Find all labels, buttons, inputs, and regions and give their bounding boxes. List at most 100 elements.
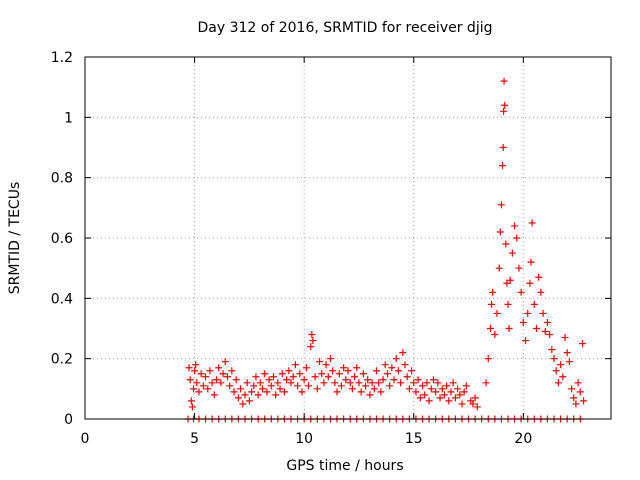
data-point: [246, 397, 253, 404]
data-point: [448, 388, 455, 395]
data-point: [261, 370, 268, 377]
data-point: [564, 349, 571, 356]
data-point: [351, 373, 358, 380]
x-axis-label: GPS time / hours: [286, 458, 403, 474]
data-point: [338, 382, 345, 389]
data-point: [308, 331, 315, 338]
data-point: [228, 367, 235, 374]
data-point: [314, 385, 321, 392]
data-point: [211, 391, 218, 398]
y-tick-label: 0.4: [51, 291, 73, 307]
data-point: [255, 391, 262, 398]
data-point: [566, 358, 573, 365]
data-point: [274, 379, 281, 386]
data-point: [529, 219, 536, 226]
data-point: [540, 310, 547, 317]
data-point: [307, 343, 314, 350]
plot-frame: [85, 57, 611, 419]
data-point: [305, 382, 312, 389]
data-point: [388, 364, 395, 371]
data-point: [496, 265, 503, 272]
data-point: [513, 235, 520, 242]
data-point: [544, 319, 551, 326]
data-point: [533, 325, 540, 332]
data-point: [226, 382, 233, 389]
data-point: [404, 373, 411, 380]
data-point: [312, 373, 319, 380]
data-point: [454, 385, 461, 392]
data-point: [206, 367, 213, 374]
data-point: [257, 379, 264, 386]
data-point: [509, 250, 516, 257]
data-point: [325, 373, 332, 380]
data-point: [501, 78, 508, 85]
data-point: [187, 376, 194, 383]
data-point: [244, 379, 251, 386]
y-tick-label: 1.2: [51, 50, 73, 66]
data-point: [406, 385, 413, 392]
data-point: [548, 346, 555, 353]
data-point: [366, 391, 373, 398]
data-point: [395, 367, 402, 374]
data-point: [320, 379, 327, 386]
data-point: [397, 379, 404, 386]
x-tick-label: 0: [81, 431, 90, 447]
data-point: [349, 385, 356, 392]
data-point: [329, 367, 336, 374]
data-point: [463, 382, 470, 389]
data-point: [445, 397, 452, 404]
data-point: [241, 391, 248, 398]
data-point: [551, 355, 558, 362]
data-point: [294, 382, 301, 389]
data-point: [296, 370, 303, 377]
data-points: [185, 78, 588, 423]
data-point: [500, 108, 507, 115]
data-point: [522, 337, 529, 344]
data-point: [386, 382, 393, 389]
data-point: [391, 376, 398, 383]
data-point: [382, 361, 389, 368]
data-point: [494, 310, 501, 317]
data-point: [290, 373, 297, 380]
data-point: [360, 370, 367, 377]
data-point: [393, 355, 400, 362]
axis-ticks: 0 5 10 15 2000.20.40.60.811.2: [51, 50, 611, 447]
data-point: [239, 400, 246, 407]
x-tick-label: 15: [405, 431, 423, 447]
data-point: [316, 358, 323, 365]
y-tick-label: 0: [64, 412, 73, 428]
data-point: [377, 388, 384, 395]
data-point: [575, 379, 582, 386]
data-point: [500, 144, 507, 151]
data-point: [222, 358, 229, 365]
x-tick-label: 5: [190, 431, 199, 447]
chart-title: Day 312 of 2016, SRMTID for receiver dji…: [198, 20, 493, 36]
data-point: [483, 379, 490, 386]
data-point: [499, 162, 506, 169]
y-axis-label: SRMTID / TECUs: [7, 182, 23, 295]
data-point: [268, 382, 275, 389]
data-point: [485, 355, 492, 362]
data-point: [561, 334, 568, 341]
data-point: [577, 388, 584, 395]
data-point: [535, 274, 542, 281]
data-point: [502, 241, 509, 248]
data-point: [515, 265, 522, 272]
srmtid-chart: 0 5 10 15 2000.20.40.60.811.2 Day 312 of 201…: [0, 0, 640, 480]
data-point: [237, 385, 244, 392]
data-point: [215, 364, 222, 371]
data-point: [334, 388, 341, 395]
data-point: [524, 310, 531, 317]
data-point: [528, 259, 535, 266]
data-point: [355, 379, 362, 386]
data-point: [488, 301, 495, 308]
data-point: [188, 397, 195, 404]
data-point: [520, 319, 527, 326]
data-point: [559, 373, 566, 380]
data-point: [426, 397, 433, 404]
data-point: [309, 337, 316, 344]
data-point: [458, 400, 465, 407]
grid-lines: [85, 57, 611, 419]
data-point: [570, 394, 577, 401]
data-point: [353, 364, 360, 371]
